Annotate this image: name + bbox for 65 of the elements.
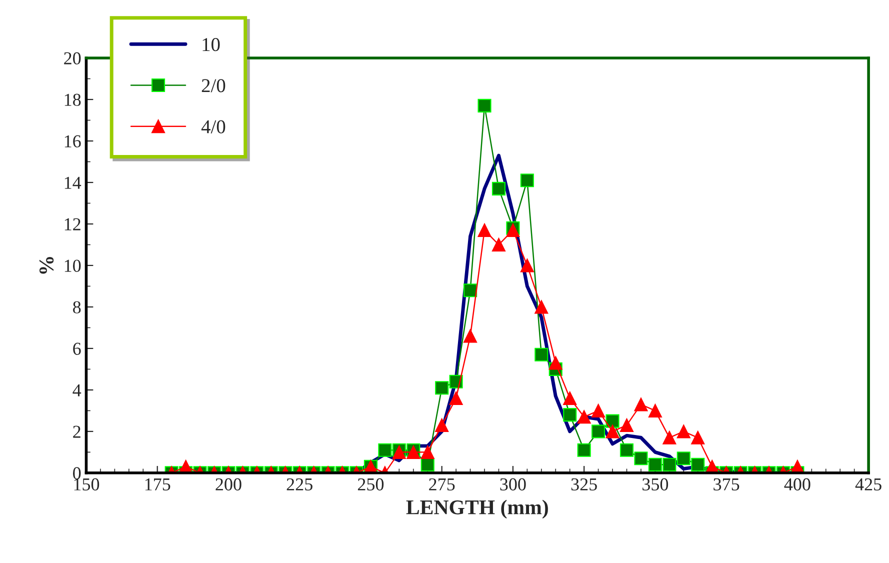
x-tick-label: 275: [429, 478, 455, 490]
x-tick-label: 150: [74, 478, 100, 490]
point: [420, 445, 434, 459]
y-tick-label: 2: [73, 426, 80, 438]
point: [534, 300, 548, 314]
point: [464, 329, 478, 343]
point: [662, 458, 676, 472]
y-tick-label: 14: [64, 176, 82, 189]
point: [577, 410, 591, 424]
x-tick-label: 375: [714, 478, 740, 490]
point: [648, 404, 662, 418]
legend-label: 4/0: [201, 120, 226, 134]
point: [492, 238, 506, 252]
point: [435, 381, 449, 395]
point: [563, 391, 577, 405]
y-tick-label: 18: [64, 94, 81, 106]
y-tick-label: 12: [64, 218, 80, 230]
y-tick-label: 10: [64, 260, 81, 272]
y-tick-label: 8: [73, 301, 81, 314]
y-tick-label: 4: [72, 384, 82, 396]
point: [620, 418, 634, 432]
point: [548, 356, 562, 370]
y-tick-label: 20: [64, 52, 81, 64]
y-tick-label: 0: [73, 467, 81, 480]
point: [648, 458, 662, 472]
point: [691, 430, 705, 444]
point: [563, 408, 577, 422]
point: [620, 443, 634, 457]
point: [378, 443, 392, 457]
point: [520, 258, 534, 272]
x-axis-title: LENGTH (mm): [406, 500, 548, 519]
point: [634, 398, 648, 412]
point: [420, 458, 434, 472]
point: [662, 430, 676, 444]
point: [634, 452, 648, 466]
point: [592, 424, 606, 438]
point: [606, 424, 620, 438]
point: [464, 284, 478, 298]
point: [520, 174, 534, 188]
x-tick-label: 325: [571, 478, 597, 490]
legend-label: 2/0: [202, 79, 226, 92]
x-tick-label: 425: [855, 478, 882, 490]
point: [449, 391, 463, 405]
point: [478, 223, 492, 237]
x-tick-label: 175: [145, 478, 170, 490]
point: [676, 452, 690, 466]
x-tick-label: 400: [784, 478, 810, 490]
x-tick-label: 250: [358, 478, 384, 490]
x-tick-label: 300: [500, 478, 526, 490]
point: [691, 458, 705, 472]
point: [478, 98, 492, 112]
point: [435, 418, 449, 432]
y-axis-title: %: [39, 256, 54, 274]
y-tick-label: 6: [73, 342, 81, 355]
point: [676, 424, 690, 438]
point: [606, 414, 620, 428]
point: [492, 182, 506, 196]
point: [534, 348, 548, 362]
y-tick-label: 16: [64, 135, 81, 148]
legend-label: 10: [202, 38, 220, 52]
point: [592, 404, 606, 418]
x-tick-label: 350: [642, 478, 668, 490]
point: [577, 443, 591, 457]
x-tick-label: 225: [286, 478, 312, 490]
x-tick-label: 200: [216, 478, 242, 490]
